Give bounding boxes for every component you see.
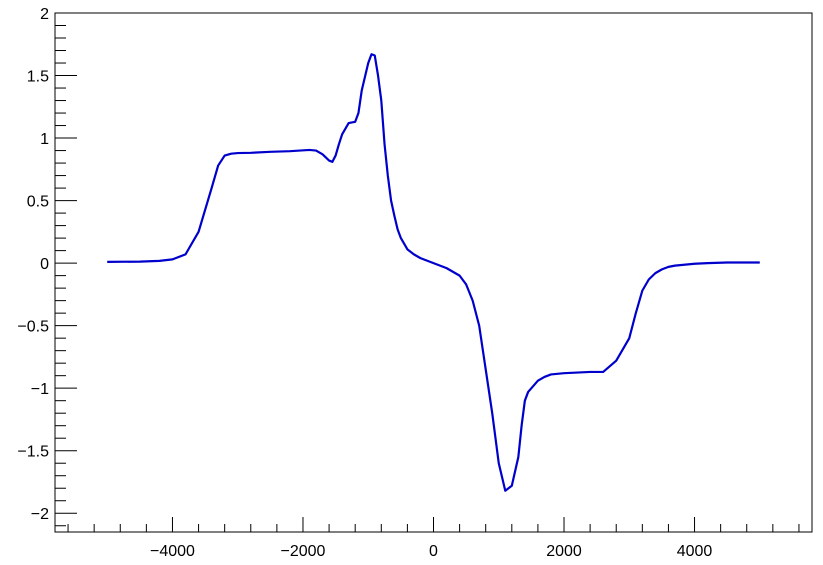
x-tick-label: −4000 [150, 543, 195, 560]
y-tick-label: 0.5 [27, 194, 49, 211]
y-tick-label: −1 [31, 381, 49, 398]
y-axis-tick-labels: 2 1.5 1 0.5 0 −0.5 −1 −1.5 −2 [17, 6, 49, 523]
data-series-line [107, 53, 760, 492]
y-tick-label: −2 [31, 506, 49, 523]
y-tick-label: −0.5 [17, 319, 49, 336]
y-tick-label: 2 [40, 6, 49, 23]
plot-frame [54, 12, 813, 533]
x-tick-label: 2000 [546, 543, 582, 560]
y-axis-ticks [55, 12, 77, 527]
x-tick-label: 4000 [677, 543, 713, 560]
x-axis-ticks [67, 517, 800, 532]
y-tick-label: −1.5 [17, 444, 49, 461]
x-tick-label: 0 [429, 543, 438, 560]
y-tick-label: 1 [40, 131, 49, 148]
y-tick-label: 0 [40, 256, 49, 273]
y-tick-label: 1.5 [27, 69, 49, 86]
x-tick-label: −2000 [281, 543, 326, 560]
x-axis-tick-labels: −4000 −2000 0 2000 4000 [150, 543, 712, 560]
